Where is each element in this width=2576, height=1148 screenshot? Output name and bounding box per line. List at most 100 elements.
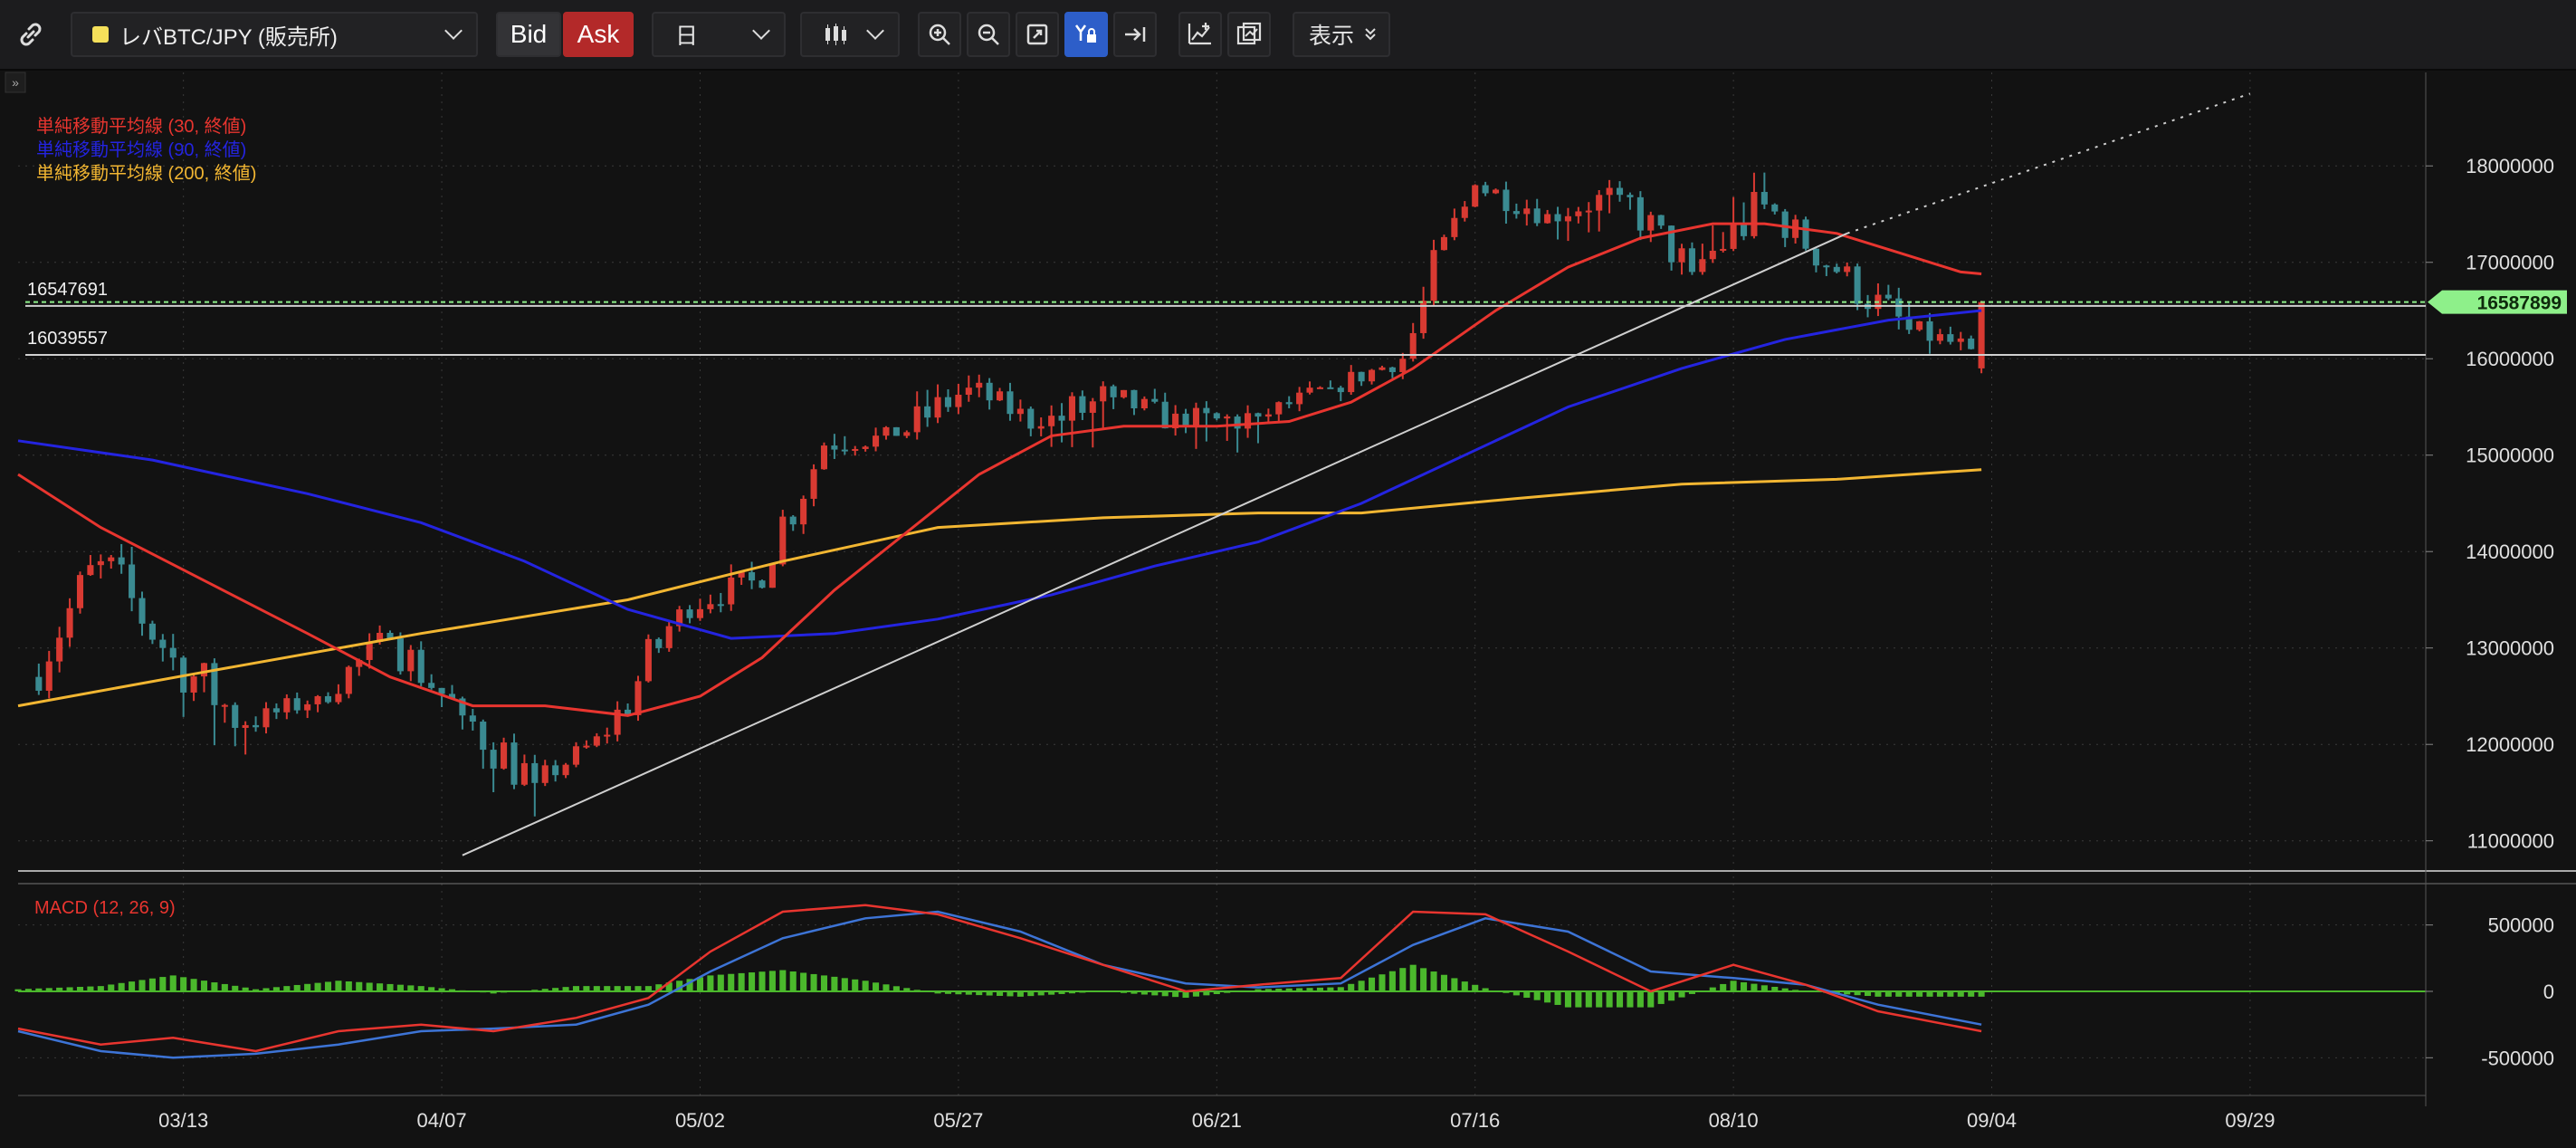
macd-histogram-bar — [1058, 991, 1065, 994]
candle-body — [272, 708, 280, 713]
macd-histogram-bar — [1802, 991, 1809, 992]
candle-body — [211, 663, 218, 705]
macd-histogram-bar — [1430, 971, 1437, 991]
macd-histogram-bar — [1245, 990, 1252, 991]
candle-body — [810, 469, 817, 499]
chart-area[interactable]: » 16547691 16039557 16587899 11000000 12000… — [0, 71, 2576, 1148]
macd-histogram-bar — [272, 987, 280, 991]
horizontal-line-label: 16039557 — [27, 329, 108, 349]
macd-line — [17, 904, 1982, 1053]
macd-y-tick-label: 500000 — [2488, 914, 2554, 937]
candle-body — [386, 632, 394, 639]
macd-histogram-bar — [1461, 981, 1468, 991]
macd-histogram-bar — [1699, 990, 1706, 992]
macd-histogram-bar — [903, 988, 911, 991]
macd-histogram-bar — [480, 991, 487, 993]
macd-histogram-bar — [1781, 988, 1789, 991]
candle-body — [148, 623, 156, 640]
candle-body — [490, 750, 497, 769]
macd-histogram-bar — [758, 971, 766, 991]
candle-body — [190, 676, 197, 693]
candle-body — [396, 638, 404, 672]
macd-histogram-bar — [448, 989, 456, 991]
macd-histogram-bar — [1131, 991, 1138, 994]
bid-button[interactable]: Bid — [496, 12, 561, 57]
candle-body — [1802, 219, 1809, 249]
macd-histogram-bar — [510, 991, 518, 992]
candle-body — [1760, 191, 1768, 205]
chart-type-select[interactable] — [800, 12, 900, 57]
candle-body — [1224, 416, 1231, 419]
candle-body — [242, 724, 249, 728]
macd-histogram-bar — [696, 977, 704, 991]
macd-histogram-bar — [768, 971, 776, 991]
macd-histogram-bar — [1285, 988, 1293, 991]
macd-histogram-bar — [1316, 987, 1323, 991]
macd-histogram-bar — [501, 991, 508, 993]
macd-histogram-bar — [1110, 991, 1117, 992]
lock-y-axis-button[interactable] — [1064, 12, 1108, 57]
macd-histogram-bar — [221, 983, 228, 991]
ask-button[interactable]: Ask — [563, 12, 634, 57]
candle-body — [108, 557, 115, 561]
candle-body — [232, 704, 239, 728]
macd-histogram-bar — [852, 979, 859, 991]
zoom-in-button[interactable] — [918, 12, 961, 57]
macd-histogram-bar — [1627, 991, 1634, 1008]
macd-y-tick-label: 0 — [2543, 981, 2554, 1003]
macd-histogram-bar — [118, 982, 125, 991]
candle-body — [873, 435, 880, 447]
macd-histogram-bar — [335, 981, 342, 991]
symbol-select[interactable]: レバBTC/JPY (販売所) — [71, 12, 478, 57]
macd-histogram-bar — [883, 984, 890, 991]
candle-body — [625, 709, 632, 715]
period-label: 日 — [675, 24, 699, 49]
zoom-out-button[interactable] — [967, 12, 1010, 57]
candle-body — [1978, 301, 1985, 368]
macd-histogram-bar — [1503, 991, 1510, 993]
macd-histogram-bar — [676, 981, 683, 991]
add-indicator-button[interactable] — [1178, 12, 1222, 57]
expand-panel-icon[interactable]: » — [5, 72, 26, 93]
candle-body — [1699, 259, 1706, 273]
trendline[interactable] — [462, 232, 1848, 856]
x-tick-label: 04/07 — [417, 1109, 467, 1132]
candle-body — [634, 681, 642, 715]
scroll-to-latest-button[interactable] — [1113, 12, 1157, 57]
view-menu[interactable]: 表示 — [1293, 12, 1390, 57]
candle-body — [1203, 407, 1210, 414]
candle-body — [1544, 214, 1551, 224]
macd-histogram-bar — [789, 971, 797, 991]
macd-histogram-bar — [944, 991, 952, 994]
candle-body — [1678, 248, 1685, 263]
candle-body — [1079, 396, 1086, 413]
candle-body — [169, 647, 177, 658]
candle-body — [541, 765, 549, 783]
macd-histogram-bar — [148, 978, 156, 991]
candle-body — [1781, 211, 1789, 238]
macd-histogram-bar — [604, 986, 611, 991]
macd-histogram-bar — [1379, 974, 1386, 991]
candle-body — [1833, 266, 1840, 273]
macd-histogram-bar — [1916, 991, 1923, 997]
candle-body — [356, 659, 363, 667]
candle-body — [87, 565, 94, 576]
ma30-line — [17, 222, 1982, 717]
macd-signal-line — [17, 910, 1982, 1059]
legend: 単純移動平均線 (30, 終値) 単純移動平均線 (90, 終値) 単純移動平均… — [34, 116, 256, 918]
macd-histogram-bar — [810, 973, 817, 991]
candle-body — [1027, 408, 1035, 429]
candle-body — [1264, 414, 1272, 417]
candle-body — [448, 694, 456, 699]
trendline-extension — [1846, 92, 2251, 234]
candle-body — [614, 709, 621, 735]
compare-button[interactable] — [1227, 12, 1271, 57]
reset-zoom-button[interactable] — [1016, 12, 1059, 57]
link-button[interactable] — [13, 12, 62, 57]
candle-body — [1182, 413, 1189, 426]
candle-body — [1121, 389, 1128, 397]
macd-histogram-bar — [56, 987, 63, 991]
period-select[interactable]: 日 — [652, 12, 786, 57]
macd-histogram-bar — [232, 985, 239, 991]
candle-body — [728, 577, 735, 605]
